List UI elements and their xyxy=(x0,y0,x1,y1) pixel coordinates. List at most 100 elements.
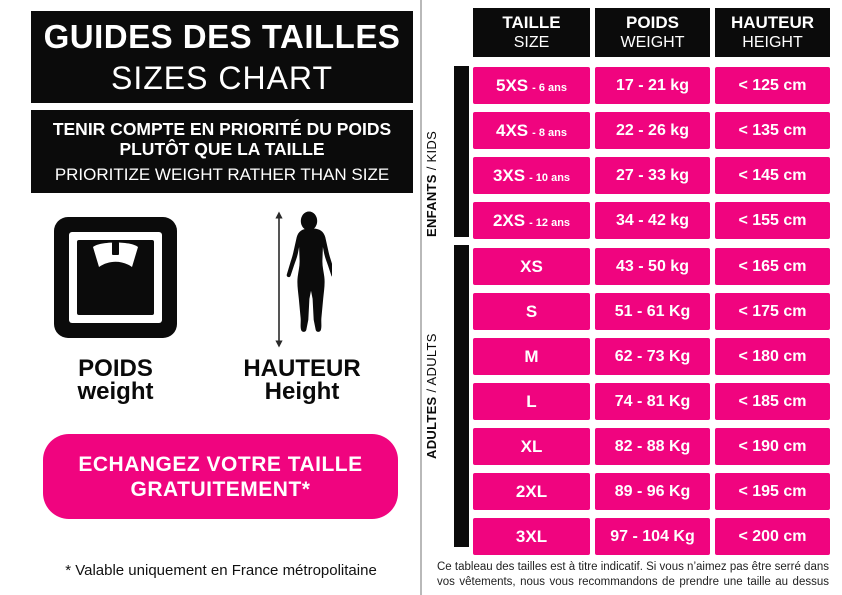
title-banner: GUIDES DES TAILLES SIZES CHART xyxy=(31,11,413,103)
weight-label-fr: POIDS xyxy=(78,355,153,382)
kids-rows: 5XS - 6 ans 17 - 21 kg < 125 cm 4XS - 8 an… xyxy=(473,67,830,239)
size-value: S xyxy=(525,302,538,321)
table-row: 2XS - 12 ans 34 - 42 kg < 155 cm xyxy=(473,202,830,239)
height-label-fr: HAUTEUR xyxy=(243,355,361,382)
group-label-adults: ADULTES / ADULTS xyxy=(424,245,442,547)
height-label-en: Height xyxy=(264,378,340,405)
height-cell: < 195 cm xyxy=(715,473,830,510)
size-cell: 5XS - 6 ans xyxy=(473,67,590,104)
table-row: L 74 - 81 Kg < 185 cm xyxy=(473,383,830,420)
page-title-en: SIZES CHART xyxy=(111,60,333,96)
height-cell: < 125 cm xyxy=(715,67,830,104)
size-cell: S xyxy=(473,293,590,330)
table-row: XS 43 - 50 kg < 165 cm xyxy=(473,248,830,285)
header-weight-en: WEIGHT xyxy=(620,34,685,51)
header-weight-fr: POIDS xyxy=(626,13,679,32)
size-cell: 3XL xyxy=(473,518,590,555)
adults-group-bar xyxy=(454,245,469,547)
table-row: 2XL 89 - 96 Kg < 195 cm xyxy=(473,473,830,510)
weight-label-en: weight xyxy=(77,378,154,405)
size-cell: XS xyxy=(473,248,590,285)
weight-cell: 89 - 96 Kg xyxy=(595,473,710,510)
kids-label-fr: ENFANTS xyxy=(424,174,439,237)
weight-cell: 43 - 50 kg xyxy=(595,248,710,285)
header-height-en: HEIGHT xyxy=(742,34,803,51)
height-cell: < 135 cm xyxy=(715,112,830,149)
page-title-fr: GUIDES DES TAILLES xyxy=(43,18,401,55)
size-value: XL xyxy=(520,437,543,456)
table-row: S 51 - 61 Kg < 175 cm xyxy=(473,293,830,330)
column-header-size: TAILLE SIZE xyxy=(473,8,590,57)
size-cell: M xyxy=(473,338,590,375)
header-size-fr: TAILLE xyxy=(502,13,561,32)
exchange-line1: ECHANGEZ VOTRE TAILLE xyxy=(78,452,363,476)
kids-group-bar xyxy=(454,66,469,237)
weight-cell: 62 - 73 Kg xyxy=(595,338,710,375)
notice-en: PRIORITIZE WEIGHT RATHER THAN SIZE xyxy=(54,164,390,184)
adults-label-en: / ADULTS xyxy=(424,333,439,397)
header-size-en: SIZE xyxy=(513,34,550,51)
height-cell: < 165 cm xyxy=(715,248,830,285)
column-header-height: HAUTEUR HEIGHT xyxy=(715,8,830,57)
size-cell: 2XS - 12 ans xyxy=(473,202,590,239)
table-row: XL 82 - 88 Kg < 190 cm xyxy=(473,428,830,465)
weight-cell: 97 - 104 Kg xyxy=(595,518,710,555)
height-human-icon xyxy=(274,211,336,348)
height-cell: < 200 cm xyxy=(715,518,830,555)
measure-arrow xyxy=(275,211,283,348)
weight-cell: 27 - 33 kg xyxy=(595,157,710,194)
weight-label: POIDS weight xyxy=(54,355,177,405)
weight-cell: 74 - 81 Kg xyxy=(595,383,710,420)
header-height-fr: HAUTEUR xyxy=(730,13,815,32)
size-cell: 4XS - 8 ans xyxy=(473,112,590,149)
weight-scale-icon xyxy=(54,217,177,338)
height-cell: < 145 cm xyxy=(715,157,830,194)
priority-notice-banner: TENIR COMPTE EN PRIORITÉ DU POIDS PLUTÔT… xyxy=(31,110,413,193)
size-value: 2XL xyxy=(515,482,548,501)
exchange-size-button[interactable]: ECHANGEZ VOTRE TAILLE GRATUITEMENT* xyxy=(43,434,398,519)
panel-divider xyxy=(420,0,422,595)
size-value: XS xyxy=(520,257,543,276)
age-value: - 8 ans xyxy=(532,127,567,139)
size-cell: XL xyxy=(473,428,590,465)
size-cell: 3XS - 10 ans xyxy=(473,157,590,194)
size-value: 3XS xyxy=(492,166,526,185)
adults-label-fr: ADULTES xyxy=(424,396,439,459)
weight-cell: 17 - 21 kg xyxy=(595,67,710,104)
size-value: 4XS xyxy=(496,121,529,140)
group-label-kids: ENFANTS / KIDS xyxy=(424,66,442,237)
size-value: 5XS xyxy=(496,76,529,95)
table-row: 4XS - 8 ans 22 - 26 kg < 135 cm xyxy=(473,112,830,149)
weight-cell: 82 - 88 Kg xyxy=(595,428,710,465)
height-label: HAUTEUR Height xyxy=(241,355,363,405)
height-cell: < 185 cm xyxy=(715,383,830,420)
weight-cell: 22 - 26 kg xyxy=(595,112,710,149)
exchange-line2: GRATUITEMENT* xyxy=(130,477,311,501)
weight-cell: 51 - 61 Kg xyxy=(595,293,710,330)
weight-cell: 34 - 42 kg xyxy=(595,202,710,239)
height-cell: < 180 cm xyxy=(715,338,830,375)
table-row: M 62 - 73 Kg < 180 cm xyxy=(473,338,830,375)
size-value: 3XL xyxy=(515,527,548,546)
height-cell: < 190 cm xyxy=(715,428,830,465)
height-cell: < 155 cm xyxy=(715,202,830,239)
age-value: - 10 ans xyxy=(529,172,571,184)
column-header-weight: POIDS WEIGHT xyxy=(595,8,710,57)
size-value: L xyxy=(526,392,537,411)
table-disclaimer: Ce tableau des tailles est à titre indic… xyxy=(437,561,829,588)
table-row: 3XL 97 - 104 Kg < 200 cm xyxy=(473,518,830,555)
size-value: M xyxy=(524,347,539,366)
table-row: 5XS - 6 ans 17 - 21 kg < 125 cm xyxy=(473,67,830,104)
age-value: - 6 ans xyxy=(532,82,567,94)
size-cell: L xyxy=(473,383,590,420)
height-cell: < 175 cm xyxy=(715,293,830,330)
footnote: * Valable uniquement en France métropoli… xyxy=(65,562,377,579)
size-value: 2XS xyxy=(492,211,526,230)
table-row: 3XS - 10 ans 27 - 33 kg < 145 cm xyxy=(473,157,830,194)
notice-fr-line2: PLUTÔT QUE LA TAILLE xyxy=(119,138,325,159)
age-value: - 12 ans xyxy=(529,217,571,229)
notice-fr-line1: TENIR COMPTE EN PRIORITÉ DU POIDS xyxy=(52,118,392,139)
adult-rows: XS 43 - 50 kg < 165 cm S 51 - 61 Kg < 17… xyxy=(473,248,830,555)
size-cell: 2XL xyxy=(473,473,590,510)
